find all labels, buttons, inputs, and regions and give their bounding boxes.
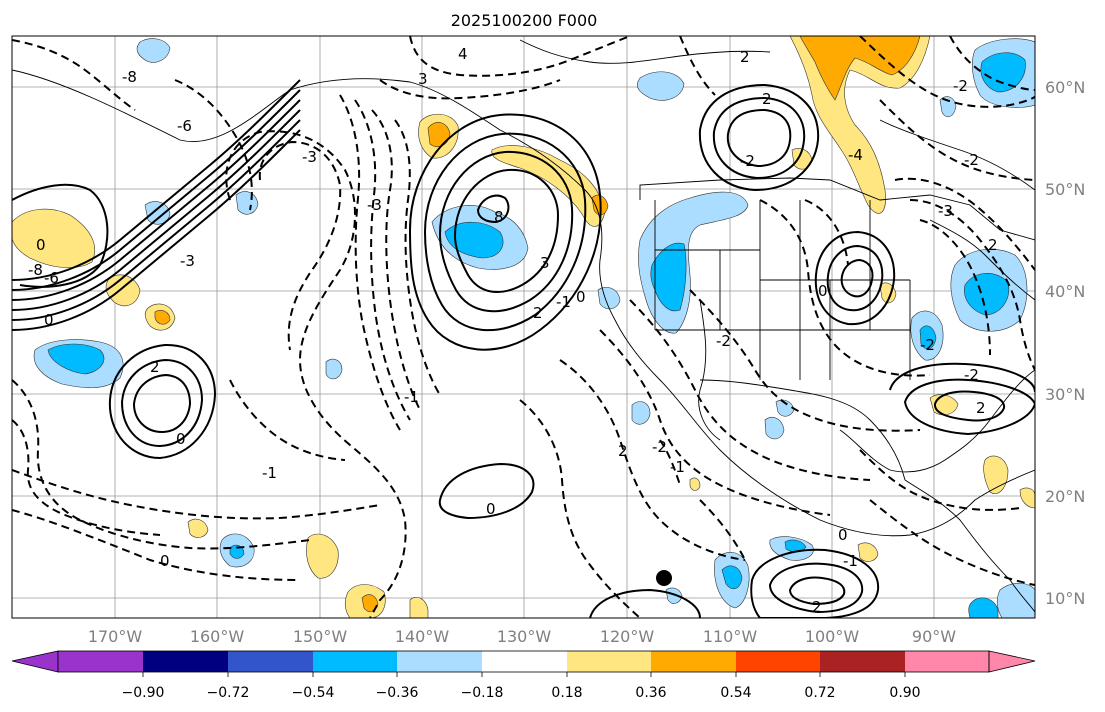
lat-label: 50°N (1045, 180, 1085, 199)
lon-label: 130°W (497, 627, 552, 646)
colorbar-segment (228, 651, 313, 672)
contour-label: 2 (740, 48, 750, 66)
shaded-regions (12, 36, 1035, 618)
contour-label: 2 (618, 442, 628, 460)
contour-label: -2 (716, 332, 731, 350)
lon-label: 140°W (395, 627, 450, 646)
lat-label: 60°N (1045, 78, 1085, 97)
colorbar: −0.90 −0.72 −0.54 −0.36 −0.18 0.18 0.36 … (11, 650, 1036, 701)
map-title: 2025100200 F000 (451, 11, 598, 30)
colorbar-segment (143, 651, 228, 672)
contour-label: 0 (486, 500, 496, 518)
lon-label: 150°W (293, 627, 348, 646)
contour-label: 2 (976, 399, 986, 417)
contour-label: 0 (838, 526, 848, 544)
contour-label: 2 (150, 358, 160, 376)
latitude-labels: 60°N 50°N 40°N 30°N 20°N 10°N (1045, 78, 1085, 608)
lon-label: 160°W (190, 627, 245, 646)
contour-label: -1 (670, 458, 685, 476)
colorbar-tick-label: 0.18 (551, 685, 582, 701)
lon-label: 90°W (912, 627, 956, 646)
lat-label: 10°N (1045, 589, 1085, 608)
colorbar-segment (482, 651, 567, 672)
colorbar-tick-label: −0.54 (292, 685, 335, 701)
contour-label: 3 (418, 70, 428, 88)
colorbar-tick-label: 0.36 (635, 685, 666, 701)
contour-label: -2 (964, 366, 979, 384)
colorbar-segment (736, 651, 820, 672)
contour-label: 0 (44, 311, 54, 329)
colorbar-tick-label: −0.18 (461, 685, 504, 701)
lat-label: 40°N (1045, 282, 1085, 301)
contour-labels: -8 4 3 2 -6 2 -2 -3 8 -2 -2 -3 -8 -6 0 -… (28, 45, 998, 616)
contour-label: 2 (988, 236, 998, 254)
lon-label: 170°W (88, 627, 143, 646)
contour-label: 2 (762, 90, 772, 108)
contour-label: -2 (652, 438, 667, 456)
contour-label: 0 (176, 430, 186, 448)
contours-solid (12, 79, 1035, 618)
lat-label: 30°N (1045, 385, 1085, 404)
coastlines (12, 39, 1035, 613)
colorbar-tick-label: 0.54 (720, 685, 751, 701)
longitude-labels: 170°W 160°W 150°W 140°W 130°W 120°W 110°… (88, 627, 956, 646)
contour-label: -8 (122, 68, 137, 86)
colorbar-tick-label: 0.90 (889, 685, 920, 701)
colorbar-segment (567, 651, 651, 672)
lon-label: 120°W (600, 627, 655, 646)
contour-label: 4 (458, 45, 468, 63)
location-marker (656, 570, 672, 586)
colorbar-segment (651, 651, 736, 672)
colorbar-segment (313, 651, 397, 672)
contour-label: -3 (938, 202, 953, 220)
contour-label: -2 (740, 152, 755, 170)
contour-label: 0 (576, 288, 586, 306)
colorbar-extend-left (11, 650, 59, 673)
contour-label: -2 (920, 336, 935, 354)
contour-label: 0 (36, 236, 46, 254)
contour-label: 8 (494, 208, 504, 226)
contour-label: -6 (177, 117, 192, 135)
contour-label: 0 (818, 282, 828, 300)
contour-label: -3 (367, 196, 382, 214)
contour-label: -4 (848, 146, 863, 164)
contour-label: -1 (404, 388, 419, 406)
contour-label: -1 (556, 293, 571, 311)
colorbar-tick-label: −0.72 (207, 685, 250, 701)
contour-label: 2 (533, 304, 543, 322)
contour-label: 0 (160, 552, 170, 570)
lon-label: 100°W (805, 627, 860, 646)
colorbar-segment (820, 651, 905, 672)
colorbar-segment (58, 651, 143, 672)
contour-label: -2 (953, 77, 968, 95)
contour-label: -3 (180, 252, 195, 270)
colorbar-extend-right (988, 650, 1036, 673)
colorbar-segment (397, 651, 482, 672)
contour-label: -1 (843, 552, 858, 570)
lat-label: 20°N (1045, 487, 1085, 506)
map-panel: -8 4 3 2 -6 2 -2 -3 8 -2 -2 -3 -8 -6 0 -… (11, 35, 1036, 619)
contour-label: -1 (262, 464, 277, 482)
contour-label: 3 (540, 254, 550, 272)
map-frame (11, 35, 1036, 619)
contour-label: -3 (302, 148, 317, 166)
colorbar-tick-label: 0.72 (804, 685, 835, 701)
contour-label: -8 (28, 261, 43, 279)
colorbar-tick-label: −0.36 (376, 685, 419, 701)
colorbar-tick-label: −0.90 (122, 685, 165, 701)
contour-label: 2 (812, 598, 822, 616)
lon-label: 110°W (703, 627, 758, 646)
contour-label: -2 (964, 151, 979, 169)
contours-dashed (12, 36, 1035, 618)
colorbar-segment (905, 651, 989, 672)
contour-label: -6 (44, 269, 59, 287)
